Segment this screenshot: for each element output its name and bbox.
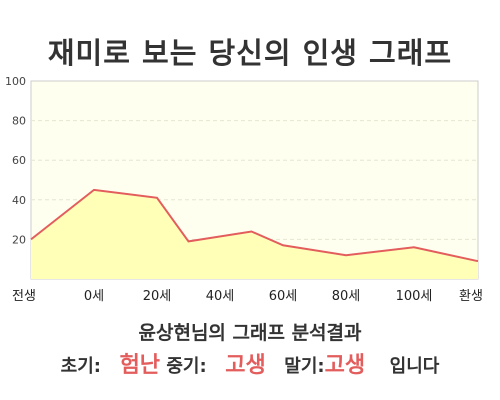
y-axis-ticks: 20 40 60 80 100 xyxy=(5,75,26,246)
middle-value: 고생 xyxy=(225,353,266,378)
y-tick-label: 20 xyxy=(12,233,26,246)
life-line xyxy=(30,188,479,263)
x-tick-label: 환생 xyxy=(459,289,483,304)
result-suffix: 입니다 xyxy=(389,356,440,377)
x-axis-ticks: 전생 0세 20세 40세 60세 80세 100세 환생 xyxy=(12,289,483,304)
grid-lines xyxy=(31,120,478,240)
y-tick-label: 40 xyxy=(12,194,26,207)
life-graph-chart: 20 40 60 80 100 전생 0세 20세 40세 60세 80세 100세 환생 xyxy=(5,75,483,304)
y-tick-label: 100 xyxy=(5,75,26,88)
middle-label: 중기: xyxy=(166,356,207,377)
life-area xyxy=(31,189,478,279)
late-label: 말기: xyxy=(284,356,325,377)
y-tick-label: 80 xyxy=(12,115,26,128)
late-value: 고생 xyxy=(324,353,366,378)
x-tick-label: 0세 xyxy=(84,289,104,304)
x-tick-label: 20세 xyxy=(143,289,172,304)
analysis-result: 초기: 험난 중기: 고생 말기:고생 입니다 xyxy=(0,347,500,379)
early-value: 험난 xyxy=(119,353,161,378)
early-label: 초기: xyxy=(60,356,101,377)
page-title: 재미로 보는 당신의 인생 그래프 xyxy=(47,36,453,70)
y-tick-label: 60 xyxy=(12,154,26,167)
x-tick-label: 60세 xyxy=(269,289,298,304)
x-tick-label: 100세 xyxy=(396,289,433,304)
analysis-subtitle: 윤상현님의 그래프 분석결과 xyxy=(138,322,362,344)
x-tick-label: 40세 xyxy=(206,289,235,304)
x-tick-label: 전생 xyxy=(12,289,36,304)
x-tick-label: 80세 xyxy=(332,289,361,304)
